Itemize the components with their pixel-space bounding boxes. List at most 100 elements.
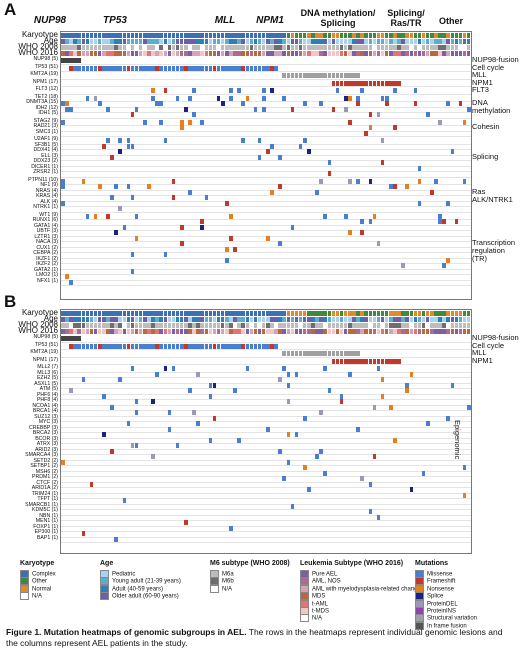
- gene-row-label: ELL (3): [41, 152, 58, 159]
- annotation-cell: [253, 329, 258, 334]
- annotation-cell: [434, 39, 438, 44]
- mutation-mark: [343, 95, 348, 101]
- annotation-cell: [147, 45, 151, 50]
- mutation-mark: [171, 366, 176, 371]
- annotation-cell: [286, 311, 291, 316]
- section-label: FLT3: [472, 85, 489, 94]
- gene-row-label: NBN (1): [39, 512, 58, 519]
- mutation-mark: [175, 343, 180, 349]
- annotation-cell: [319, 45, 323, 50]
- annotation-cell: [249, 51, 254, 56]
- annotation-cell: [430, 33, 434, 38]
- mutation-mark: [282, 73, 287, 78]
- annotation-cell: [233, 45, 237, 50]
- annotation-cell: [261, 39, 266, 44]
- mutation-mark: [348, 73, 352, 78]
- gene-row-label: ATM (5): [39, 386, 58, 392]
- annotation-cell: [343, 329, 348, 334]
- annotation-cell: [138, 33, 143, 38]
- annotation-cell: [97, 51, 102, 56]
- annotation-cell: [298, 311, 303, 316]
- gene-row-label: ARID2 (3): [34, 446, 58, 453]
- annotation-cell: [384, 329, 389, 334]
- annotation-cell: [233, 329, 237, 334]
- annotation-cell: [380, 317, 385, 322]
- mutation-mark: [290, 503, 295, 509]
- annotation-cell: [253, 323, 258, 328]
- mutation-mark: [343, 106, 348, 112]
- annotation-cell: [143, 317, 147, 322]
- mutation-mark: [81, 377, 86, 382]
- annotation-cell: [302, 39, 307, 44]
- mutation-mark: [237, 437, 241, 443]
- annotation-cell: [323, 317, 327, 322]
- annotation-cell: [270, 51, 274, 56]
- annotation-cell: [245, 39, 250, 44]
- annotation-cell: [458, 39, 463, 44]
- annotation-cell: [102, 317, 106, 322]
- annotation-cell: [102, 323, 106, 328]
- legend-item-label: ProteinDEL: [427, 601, 458, 608]
- mutation-mark: [61, 101, 65, 106]
- mutation-mark: [417, 178, 422, 184]
- mutation-mark: [298, 143, 303, 149]
- annotation-cell: [220, 323, 225, 328]
- annotation-cell: [126, 317, 131, 322]
- annotation-cell: [229, 323, 233, 328]
- annotation-cell: [421, 329, 426, 334]
- mutation-mark: [163, 65, 168, 71]
- mutation-mark: [61, 184, 65, 189]
- annotation-cell: [450, 33, 455, 38]
- mutation-mark: [69, 279, 73, 285]
- annotation-cell: [225, 311, 229, 316]
- annotation-cell: [311, 323, 315, 328]
- annotation-cell: [245, 311, 250, 316]
- annotation-cell: [184, 329, 188, 334]
- mutation-mark: [155, 101, 159, 106]
- mutation-mark: [380, 358, 385, 364]
- mutation-mark: [376, 112, 381, 117]
- annotation-cell: [237, 311, 241, 316]
- mutation-mark: [360, 88, 364, 93]
- mutation-mark: [171, 195, 176, 200]
- gene-row-label: NTRK1 (1): [33, 204, 58, 210]
- annotation-cell: [339, 39, 344, 44]
- annotation-cell: [335, 39, 340, 44]
- mutation-mark: [179, 343, 184, 349]
- annotation-cell: [343, 311, 348, 316]
- annotation-cell: [184, 317, 188, 322]
- mutation-mark: [380, 80, 385, 86]
- annotation-cell: [442, 329, 446, 334]
- annotation-cell: [61, 39, 65, 44]
- annotation-cell: [356, 45, 360, 50]
- annotation-cell: [122, 51, 127, 56]
- mutation-mark: [143, 343, 147, 349]
- mutation-mark: [130, 112, 135, 117]
- mutation-mark: [368, 178, 373, 184]
- annotation-cell: [405, 33, 409, 38]
- mutation-mark: [360, 230, 364, 235]
- annotation-cell: [335, 329, 340, 334]
- annotation-cell: [327, 39, 332, 44]
- annotation-cell: [134, 323, 139, 328]
- annotation-cell: [282, 51, 286, 56]
- annotation-cell: [462, 311, 467, 316]
- annotation-cell: [212, 329, 217, 334]
- annotation-cell: [466, 45, 471, 50]
- mutation-mark: [241, 65, 246, 71]
- mutation-mark: [171, 343, 176, 349]
- mutation-mark: [339, 393, 344, 399]
- annotation-cell: [85, 311, 90, 316]
- annotation-cell: [421, 323, 426, 328]
- annotation-cell: [364, 329, 368, 334]
- annotation-cell: [360, 51, 364, 56]
- mutation-mark: [364, 358, 369, 364]
- annotation-cell: [261, 45, 266, 50]
- annotation-cell: [257, 39, 262, 44]
- annotation-cell: [147, 51, 151, 56]
- mutation-mark: [298, 73, 303, 78]
- annotation-cell: [327, 311, 332, 316]
- annotation-row-label: Karyotype: [21, 30, 58, 39]
- mutation-mark: [204, 343, 209, 349]
- annotation-cell: [212, 45, 217, 50]
